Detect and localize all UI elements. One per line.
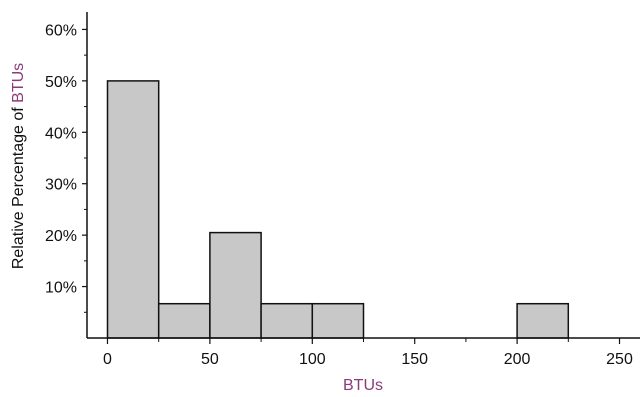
- y-axis-title-prefix: Relative Percentage of: [10, 103, 27, 269]
- histogram-bar-4: [311, 302, 365, 339]
- y-tick-label-2: 30%: [45, 177, 77, 194]
- y-axis-title: Relative Percentage of BTUs: [10, 63, 27, 269]
- histogram-bar-2: [209, 231, 262, 339]
- x-tick-label-5: 250: [606, 351, 633, 368]
- histogram-bar-8: [516, 302, 570, 339]
- histogram-bar-0: [106, 80, 160, 339]
- x-tick-label-4: 200: [504, 351, 531, 368]
- histogram-bar-1: [157, 302, 211, 339]
- y-tick-label-1: 20%: [45, 228, 77, 245]
- x-tick-label-1: 50: [201, 351, 219, 368]
- x-axis-title: BTUs: [343, 377, 383, 394]
- x-tick-label-2: 100: [299, 351, 326, 368]
- bars-group: [106, 80, 570, 339]
- y-tick-label-3: 40%: [45, 125, 77, 142]
- x-tick-label-0: 0: [103, 351, 112, 368]
- y-tick-label-4: 50%: [45, 74, 77, 91]
- x-tick-label-3: 150: [401, 351, 428, 368]
- x-ticks-group: 0 50 100 150 200 250: [103, 338, 633, 368]
- y-tick-label-5: 60%: [45, 22, 77, 39]
- y-tick-label-0: 10%: [45, 280, 77, 297]
- histogram-bar-3: [260, 302, 314, 339]
- y-axis-title-highlight: BTUs: [10, 63, 27, 103]
- y-ticks-group: 10% 20% 30% 40% 50% 60%: [45, 22, 87, 313]
